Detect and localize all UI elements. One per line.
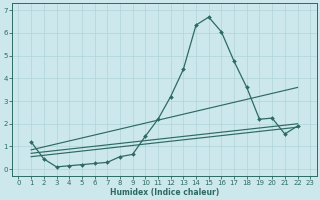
X-axis label: Humidex (Indice chaleur): Humidex (Indice chaleur): [110, 188, 219, 197]
